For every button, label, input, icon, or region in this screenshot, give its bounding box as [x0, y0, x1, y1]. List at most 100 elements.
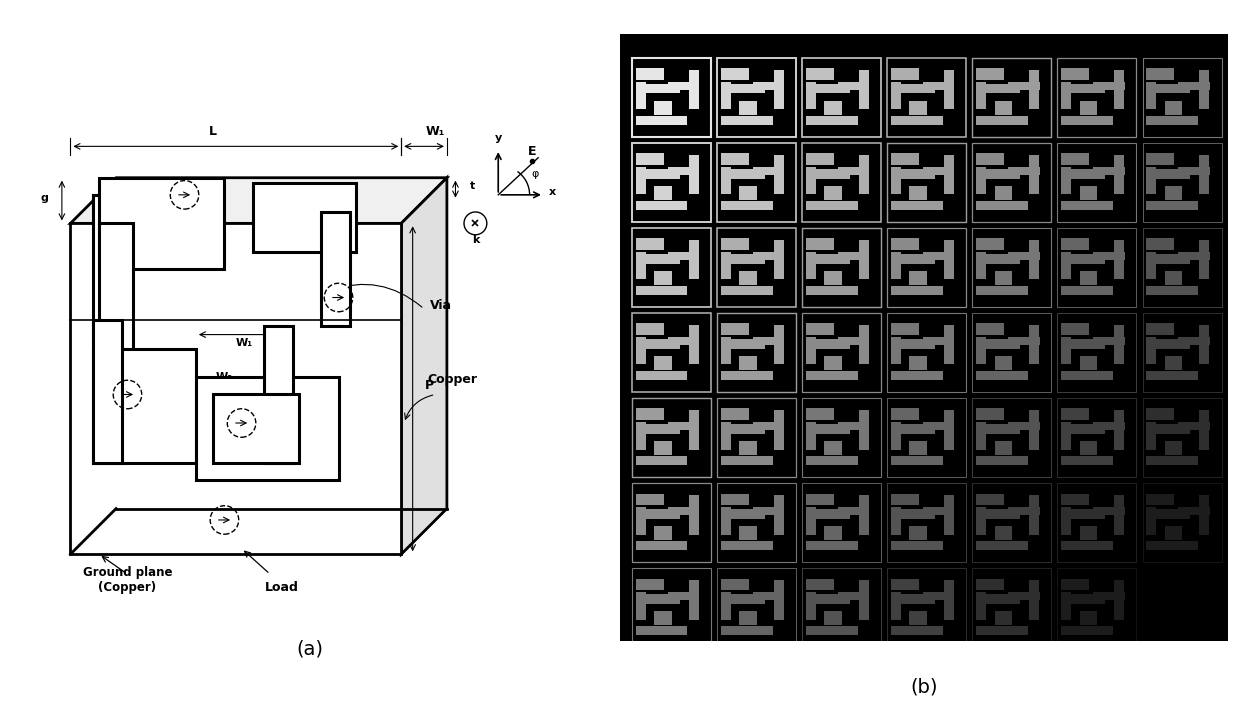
Bar [655, 186, 672, 200]
Bar [753, 422, 785, 430]
Bar [1115, 410, 1123, 449]
Bar [806, 370, 858, 380]
Bar [636, 323, 663, 335]
Bar [1115, 155, 1123, 194]
Bar [892, 494, 919, 505]
Bar [994, 271, 1012, 285]
Bar [976, 425, 1019, 434]
Bar [264, 326, 293, 463]
Bar [632, 143, 712, 222]
Bar [976, 115, 1028, 125]
Bar [321, 212, 350, 326]
Bar [909, 186, 926, 200]
Bar [689, 70, 698, 109]
Bar [1178, 82, 1210, 89]
Bar [1058, 143, 1136, 222]
Bar [1142, 58, 1221, 137]
Polygon shape [71, 178, 446, 224]
Bar [722, 337, 730, 364]
Bar [892, 285, 942, 295]
Bar [944, 410, 954, 449]
Bar [1092, 252, 1125, 259]
Bar [636, 200, 687, 210]
Bar [888, 313, 966, 392]
Bar [976, 68, 1004, 80]
Bar [722, 169, 765, 179]
Bar [1092, 167, 1125, 174]
Bar [774, 240, 784, 279]
Bar [806, 340, 849, 349]
Bar [1164, 356, 1182, 370]
Bar [888, 58, 966, 137]
Bar [1061, 238, 1089, 250]
Bar [1061, 510, 1105, 519]
Bar [976, 153, 1004, 165]
Bar [93, 195, 122, 337]
Bar [892, 68, 919, 80]
Bar [717, 58, 796, 137]
Bar [892, 595, 935, 604]
Bar [806, 323, 833, 335]
Text: t: t [470, 181, 475, 191]
Bar [806, 254, 849, 264]
Bar [636, 285, 687, 295]
Bar [1115, 580, 1123, 619]
Bar [1061, 541, 1112, 550]
Bar [976, 579, 1004, 591]
Bar [972, 313, 1052, 392]
Bar [99, 178, 224, 269]
Bar [825, 356, 842, 370]
Bar [667, 592, 699, 600]
Bar [774, 155, 784, 194]
Bar [806, 507, 816, 534]
Bar [825, 441, 842, 455]
Bar [1061, 252, 1071, 279]
Bar [655, 101, 672, 115]
Text: (a): (a) [296, 640, 324, 659]
Bar [1147, 408, 1174, 420]
Bar [1115, 495, 1123, 534]
Bar [806, 337, 816, 364]
Bar [1164, 441, 1182, 455]
Bar [1080, 441, 1097, 455]
Bar [667, 167, 699, 174]
Bar [806, 153, 833, 165]
Bar [859, 410, 869, 449]
Bar [1147, 238, 1174, 250]
Bar [909, 271, 926, 285]
Bar [909, 441, 926, 455]
Bar [1147, 68, 1174, 80]
Bar [972, 483, 1052, 562]
Bar [806, 115, 858, 125]
Bar [667, 422, 699, 430]
Bar [722, 82, 730, 109]
Bar [1178, 337, 1210, 344]
Bar [632, 483, 712, 562]
Bar [753, 252, 785, 259]
Bar [976, 323, 1004, 335]
Bar [892, 254, 935, 264]
Bar [689, 155, 698, 194]
Bar [636, 169, 680, 179]
Bar [636, 337, 646, 364]
Bar [976, 337, 986, 364]
Bar [806, 252, 816, 279]
Bar [722, 167, 730, 194]
Bar [1142, 313, 1221, 392]
Bar [1147, 337, 1156, 364]
Bar [1029, 410, 1039, 449]
Bar [636, 252, 646, 279]
Bar [1199, 410, 1209, 449]
Bar [722, 238, 749, 250]
Bar [892, 169, 935, 179]
Bar [944, 240, 954, 279]
Bar [739, 441, 756, 455]
Bar [636, 82, 646, 109]
Bar [1061, 456, 1112, 465]
Bar [1061, 592, 1071, 619]
Bar [892, 323, 919, 335]
Bar [722, 507, 730, 534]
Bar [667, 82, 699, 89]
Bar [944, 155, 954, 194]
Bar [825, 271, 842, 285]
